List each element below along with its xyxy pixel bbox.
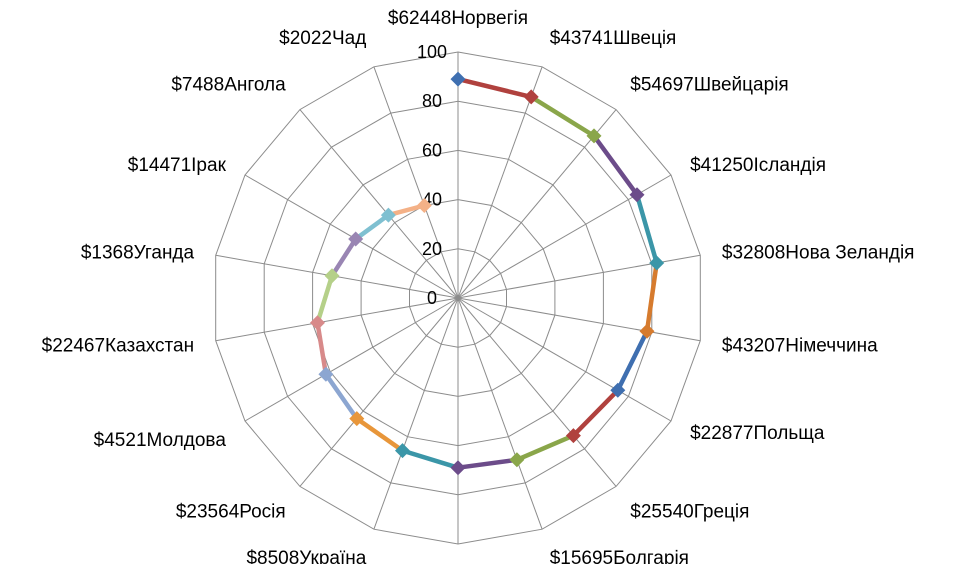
series-segment [591,133,640,197]
radar-markers [310,71,665,476]
series-segment [329,236,358,279]
category-label: $43741Швеція [550,28,677,49]
data-point [523,89,539,105]
category-label: $4521Молдова [94,430,227,451]
series-segment [571,388,621,438]
category-label: $41250Ісландія [690,155,826,176]
category-label: $43207Німеччина [722,336,878,357]
series-segment [644,260,659,334]
data-point [310,315,325,331]
data-point [324,268,340,284]
spoke [457,297,672,422]
category-label: $32808Нова Зеландія [722,243,915,264]
spoke [373,297,459,530]
data-point [380,207,396,223]
category-label: $22877Польща [690,423,825,444]
category-label: $54697Швейцарія [630,75,788,96]
spoke [457,297,617,487]
category-label: $7488Ангола [171,75,286,96]
data-point [565,428,581,444]
data-point [416,198,432,213]
radar-spokes [215,52,701,544]
series-segment [455,457,520,470]
series-segment [455,76,534,100]
data-point [649,255,665,271]
data-point [586,128,602,144]
data-point [450,71,466,87]
spoke [457,109,617,299]
tick-label: 60 [422,140,442,160]
data-point [629,187,645,203]
category-label: $62448Норвегія [388,8,528,29]
series-segment [315,320,329,377]
category-label: $15695Болгарія [550,548,689,564]
data-point [348,231,364,247]
category-label: $25540Греція [630,501,749,522]
data-point [509,452,525,468]
tick-label: 100 [417,42,447,62]
spoke [299,297,459,487]
spoke [457,66,543,299]
spoke [457,297,701,342]
data-point [450,460,466,476]
data-point [349,411,365,427]
spoke [215,297,459,342]
series-segment [528,94,597,139]
series-segment [514,433,576,463]
data-point [395,443,410,459]
data-point [610,382,626,398]
spoke [299,109,459,299]
tick-label: 20 [422,239,442,259]
tick-label: 0 [427,288,437,308]
spoke [244,297,459,422]
spoke [373,66,459,299]
category-label: $1368Уганда [81,243,195,264]
radar-series [315,76,659,470]
category-label: $14471Ірак [128,155,227,176]
series-segment [315,273,335,326]
series-segment [400,448,461,470]
category-label: $8508Україна [246,548,366,564]
data-point [639,323,655,339]
category-label: $23564Росія [176,501,286,522]
category-labels: $62448Норвегія $43741Швеція $54697Швейцарі… [42,8,915,564]
category-label: $22467Казахстан [42,336,194,357]
spoke [457,297,543,530]
tick-label: 80 [422,91,442,111]
data-point [318,366,334,382]
series-segment [386,203,427,218]
category-label: $2022Чад [279,28,366,49]
series-segment [634,192,659,266]
series-segment [615,329,650,393]
series-segment [353,212,391,242]
series-segment [354,416,405,453]
series-segment [323,372,360,421]
